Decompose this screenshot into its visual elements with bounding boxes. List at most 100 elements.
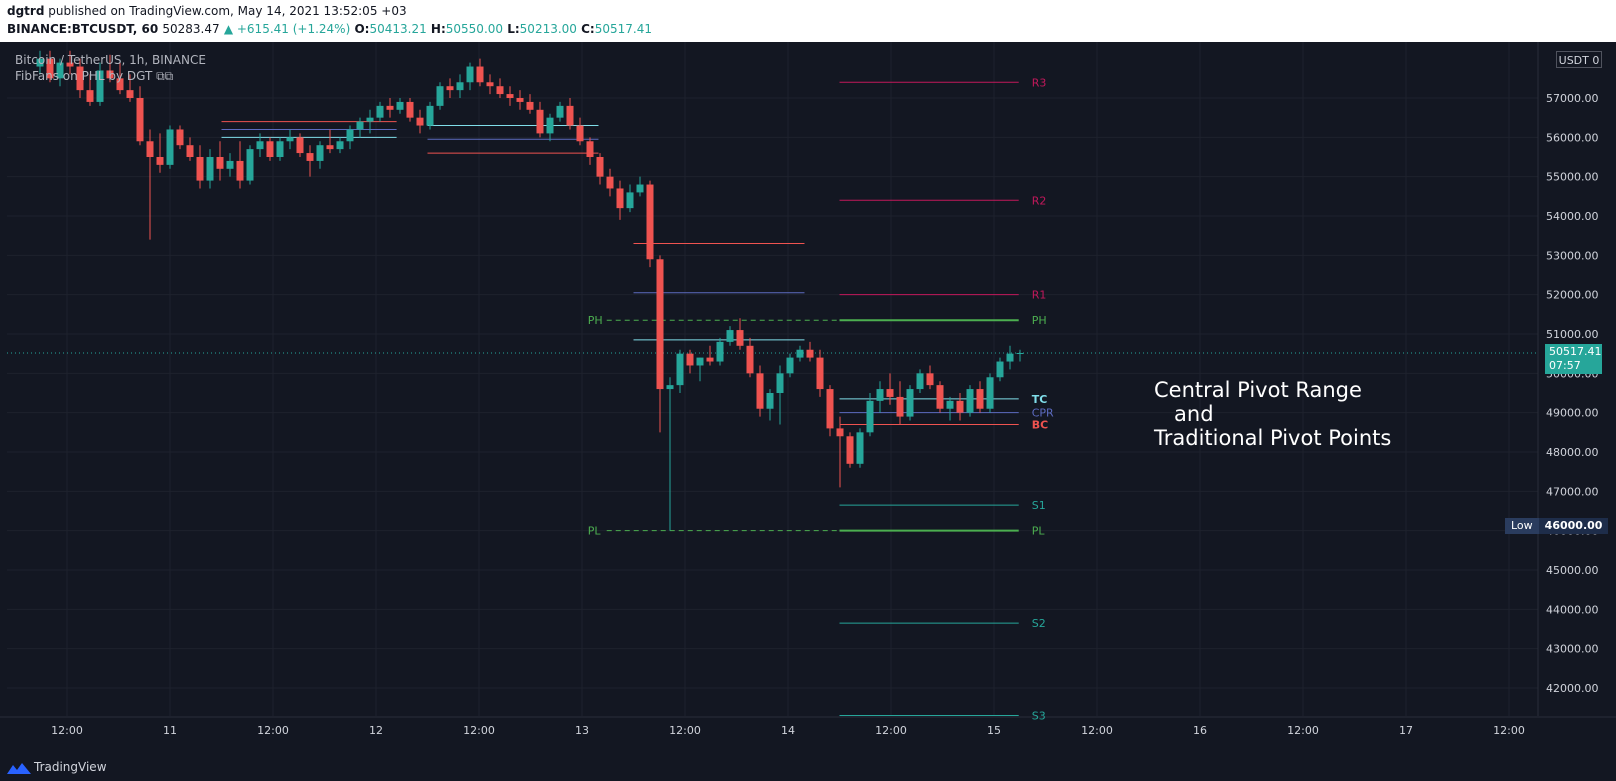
candle-body xyxy=(126,90,134,98)
candle xyxy=(606,168,614,197)
candle-body xyxy=(546,117,554,134)
candle xyxy=(806,341,814,362)
x-tick-label: 12:00 xyxy=(463,724,495,737)
ohlc-line: BINANCE:BTCUSDT, 60 50283.47 ▲ +615.41 (… xyxy=(7,22,652,36)
y-tick-label: 47000.00 xyxy=(1546,485,1599,498)
level-label-s2: S2 xyxy=(1032,617,1046,630)
low-value: 46000.00 xyxy=(1538,518,1609,534)
candle-body xyxy=(436,86,444,106)
candle-body xyxy=(246,149,254,181)
candle xyxy=(946,396,954,421)
candle xyxy=(126,74,134,102)
candle-body xyxy=(966,389,974,413)
candle xyxy=(496,78,504,98)
candle xyxy=(246,145,254,185)
x-tick-label: 12 xyxy=(369,724,383,737)
y-tick-label: 53000.00 xyxy=(1546,249,1599,262)
candle-body xyxy=(216,157,224,169)
candle-body xyxy=(896,396,904,417)
candle-body xyxy=(526,101,534,110)
level-label-s1: S1 xyxy=(1032,499,1046,512)
x-tick-label: 12:00 xyxy=(1081,724,1113,737)
candle-body xyxy=(556,105,564,118)
currency-badge[interactable]: USDT 0 xyxy=(1556,51,1602,68)
y-tick-label: 49000.00 xyxy=(1546,407,1599,420)
candle-body xyxy=(846,436,854,464)
y-tick-label: 44000.00 xyxy=(1546,603,1599,616)
candle xyxy=(526,94,534,114)
candle-body xyxy=(696,357,704,366)
indicator-legend[interactable]: FibFans on PHL by DGT ⧉⧉ xyxy=(15,69,174,83)
candle-body xyxy=(166,129,174,165)
candle xyxy=(356,117,364,138)
candle-body xyxy=(676,353,684,386)
candlestick-series xyxy=(36,50,1024,531)
candle-body xyxy=(486,82,494,87)
candle xyxy=(506,86,514,106)
candle-body xyxy=(626,192,634,209)
candle xyxy=(196,145,204,189)
candle xyxy=(596,153,604,185)
candle xyxy=(396,98,404,114)
x-tick-label: 12:00 xyxy=(875,724,907,737)
candle-body xyxy=(516,98,524,102)
candle xyxy=(276,137,284,161)
tradingview-brand[interactable]: TradingView xyxy=(34,760,107,774)
current-price: 50283.47 xyxy=(162,22,220,36)
candle xyxy=(686,349,694,374)
candle-body xyxy=(886,389,894,397)
candle-body xyxy=(776,373,784,393)
candle-body xyxy=(386,105,394,110)
y-tick-label: 54000.00 xyxy=(1546,210,1599,223)
candle-body xyxy=(116,78,124,91)
candle xyxy=(436,82,444,110)
tradingview-logo-icon[interactable] xyxy=(7,762,31,776)
price-axis[interactable]: 42000.0043000.0044000.0045000.0046000.00… xyxy=(1546,92,1599,695)
y-tick-label: 55000.00 xyxy=(1546,171,1599,184)
candle xyxy=(996,357,1004,382)
low-label: Low xyxy=(1511,519,1533,532)
candle xyxy=(776,365,784,425)
author-name[interactable]: dgtrd xyxy=(7,4,45,18)
candle-body xyxy=(156,157,164,165)
candle-body xyxy=(146,141,154,157)
candle xyxy=(546,113,554,142)
candle xyxy=(66,50,74,75)
candle xyxy=(306,145,314,177)
candle xyxy=(446,78,454,98)
candle xyxy=(916,369,924,393)
candle-body xyxy=(186,145,194,157)
level-label-ph: PH xyxy=(1032,314,1047,327)
candle-body xyxy=(276,141,284,157)
candle-body xyxy=(796,349,804,358)
candle-body xyxy=(286,137,294,142)
candle xyxy=(86,74,94,106)
candle-body xyxy=(826,389,834,429)
chart-legend-title[interactable]: Bitcoin / TetherUS, 1h, BINANCE xyxy=(15,53,206,67)
x-tick-label: 16 xyxy=(1193,724,1207,737)
symbol-label: BINANCE:BTCUSDT, 60 xyxy=(7,22,159,36)
level-label-s3: S3 xyxy=(1032,710,1046,723)
candle-body xyxy=(406,101,414,118)
candle xyxy=(1016,349,1024,362)
candle xyxy=(706,345,714,366)
candle-body xyxy=(836,428,844,437)
candle-body xyxy=(666,385,674,390)
candle-body xyxy=(416,117,424,126)
candle xyxy=(326,129,334,154)
candle xyxy=(956,393,964,421)
candle xyxy=(156,133,164,173)
candle xyxy=(726,326,734,346)
level-label-tc: TC xyxy=(1032,393,1048,406)
candle-body xyxy=(346,129,354,142)
y-tick-label: 43000.00 xyxy=(1546,643,1599,656)
candle-body xyxy=(396,101,404,110)
y-tick-label: 52000.00 xyxy=(1546,289,1599,302)
time-axis[interactable]: 12:00 11 12:00 12 12:00 13 12:00 14 12:00 15 12:00… xyxy=(51,724,1525,737)
candle xyxy=(376,101,384,122)
candle-body xyxy=(746,345,754,374)
y-tick-label: 57000.00 xyxy=(1546,92,1599,105)
candle-body xyxy=(646,184,654,260)
high-value: 50550.00 xyxy=(445,22,504,36)
